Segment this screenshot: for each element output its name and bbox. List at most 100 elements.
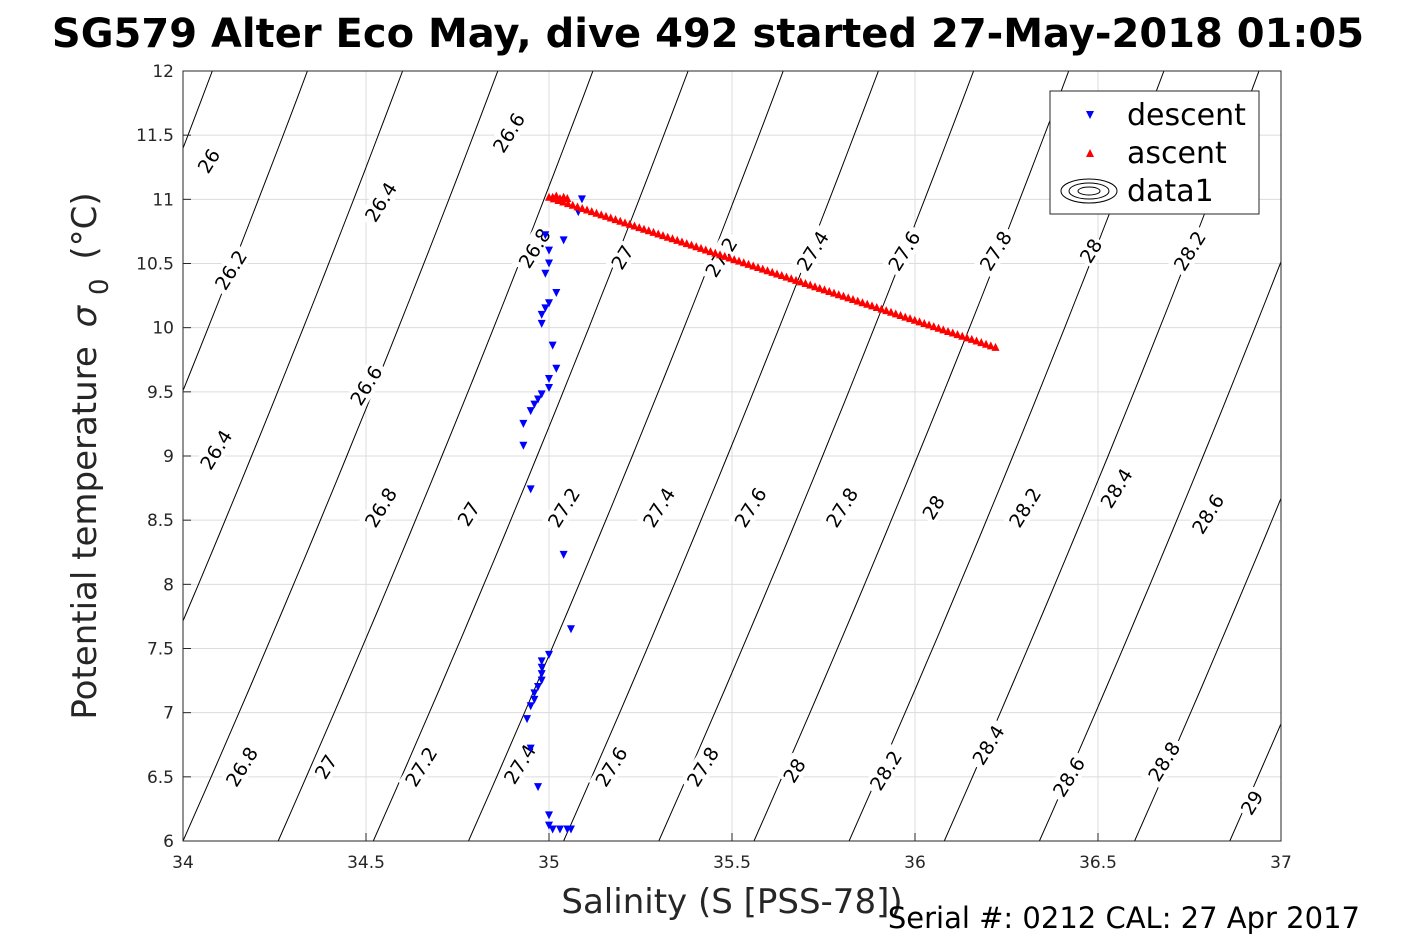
ascent-point — [991, 342, 1000, 351]
ascent-point — [777, 271, 786, 280]
series-ascent — [545, 191, 1000, 351]
isopycnal-line — [183, 71, 404, 623]
descent-point — [566, 825, 575, 834]
descent-point — [537, 319, 546, 328]
ascent-point — [787, 274, 796, 283]
descent-point — [526, 702, 535, 711]
ascent-point — [701, 245, 710, 254]
y-tick-label: 6 — [163, 832, 174, 852]
ascent-point — [692, 242, 701, 251]
ascent-point — [820, 285, 829, 294]
ascent-point — [663, 232, 672, 241]
ascent-point — [678, 237, 687, 246]
ascent-point — [982, 339, 991, 348]
y-tick-label: 11.5 — [136, 126, 174, 146]
ascent-point — [839, 291, 848, 300]
ascent-point — [602, 211, 611, 220]
ascent-point — [673, 235, 682, 244]
ascent-point — [682, 239, 691, 248]
descent-point — [545, 811, 553, 820]
legend-ascent-marker — [1086, 149, 1094, 157]
y-tick-label: 8.5 — [147, 511, 174, 531]
descent-point — [534, 395, 543, 404]
isopycnal-line — [183, 71, 308, 392]
ascent-point — [934, 323, 943, 332]
ascent-point — [939, 325, 948, 334]
ascent-point — [730, 255, 739, 264]
descent-point — [530, 695, 539, 704]
ascent-point — [744, 259, 753, 268]
descent-point — [537, 670, 546, 679]
descent-point — [545, 299, 553, 308]
ascent-point — [687, 240, 696, 249]
ascent-point — [863, 299, 872, 308]
descent-point — [541, 269, 550, 278]
ascent-point — [583, 205, 592, 214]
ascent-point — [725, 253, 734, 262]
ascent-point — [901, 312, 910, 321]
ascent-point — [782, 272, 791, 281]
descent-point — [541, 304, 550, 313]
descent-point — [559, 550, 568, 559]
ascent-point — [621, 218, 630, 227]
descent-point — [519, 441, 528, 450]
ascent-point — [592, 208, 601, 217]
ascent-point — [834, 290, 843, 299]
ascent-point — [611, 215, 620, 224]
y-tick-label: 9 — [163, 447, 174, 467]
ascent-point — [887, 307, 896, 316]
ascent-point — [768, 267, 777, 276]
ascent-point — [792, 275, 801, 284]
ascent-point — [587, 207, 596, 216]
ascent-point — [877, 304, 886, 313]
ascent-point — [849, 294, 858, 303]
ascent-point — [735, 256, 744, 265]
isopycnal-line — [1325, 71, 1417, 841]
ascent-point — [948, 328, 957, 337]
descent-point — [552, 364, 561, 373]
ascent-point — [654, 229, 663, 238]
y-tick-label: 12 — [152, 62, 174, 82]
descent-point — [534, 783, 543, 792]
legend-data1-label: data1 — [1127, 174, 1214, 209]
legend-descent-marker — [1086, 111, 1094, 119]
ascent-point — [963, 333, 972, 342]
ascent-point — [915, 317, 924, 326]
descent-point — [526, 485, 535, 494]
ascent-point — [920, 318, 929, 327]
ascent-point — [711, 248, 720, 257]
ascent-point — [649, 227, 658, 236]
y-label-sub: 0 — [85, 278, 115, 295]
descent-point — [559, 236, 568, 245]
descent-point — [537, 657, 546, 666]
x-tick-label: 37 — [1270, 853, 1292, 873]
ascent-point — [635, 223, 644, 232]
ascent-point — [796, 277, 805, 286]
ascent-point — [758, 264, 767, 273]
ascent-point — [706, 247, 715, 256]
isopycnal-line — [0, 71, 22, 841]
y-tick-label: 9.5 — [147, 383, 174, 403]
ascent-point — [868, 301, 877, 310]
isopycnal-line — [1038, 260, 1281, 841]
ascent-point — [872, 302, 881, 311]
serial-cal-footer: Serial #: 0212 CAL: 27 Apr 2017 — [888, 901, 1360, 935]
legend-ascent-label: ascent — [1127, 136, 1227, 171]
descent-point — [545, 375, 553, 383]
isopycnal-line — [277, 71, 594, 841]
y-tick-label: 8 — [163, 575, 174, 595]
legend-descent-label: descent — [1127, 98, 1246, 133]
ascent-point — [891, 309, 900, 318]
ascent-point — [825, 287, 834, 296]
ascent-point — [830, 288, 839, 297]
descent-point — [526, 407, 535, 416]
ascent-point — [568, 200, 577, 209]
ascent-point — [573, 202, 582, 211]
y-label-main: Potential temperature — [65, 346, 105, 719]
ascent-point — [801, 279, 810, 288]
x-axis-label: Salinity (S [PSS-78]) — [561, 882, 902, 922]
descent-point — [541, 231, 550, 240]
ascent-point — [644, 226, 653, 235]
isopycnal-line — [183, 71, 213, 150]
ascent-point — [977, 338, 986, 347]
